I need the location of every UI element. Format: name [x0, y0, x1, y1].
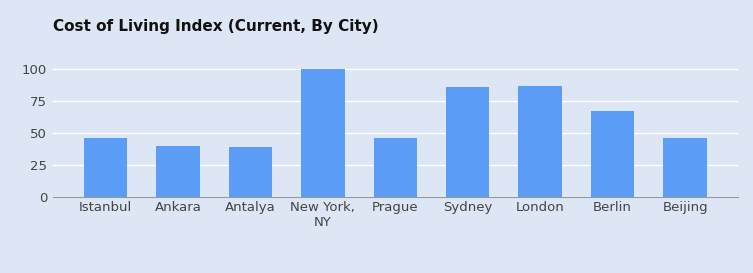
- Bar: [373, 138, 417, 197]
- Bar: [519, 85, 562, 197]
- Bar: [663, 138, 707, 197]
- Bar: [446, 87, 489, 197]
- Bar: [84, 138, 127, 197]
- Bar: [591, 111, 634, 197]
- Bar: [157, 146, 200, 197]
- Bar: [301, 69, 345, 197]
- Bar: [229, 147, 272, 197]
- Text: Cost of Living Index (Current, By City): Cost of Living Index (Current, By City): [53, 19, 378, 34]
